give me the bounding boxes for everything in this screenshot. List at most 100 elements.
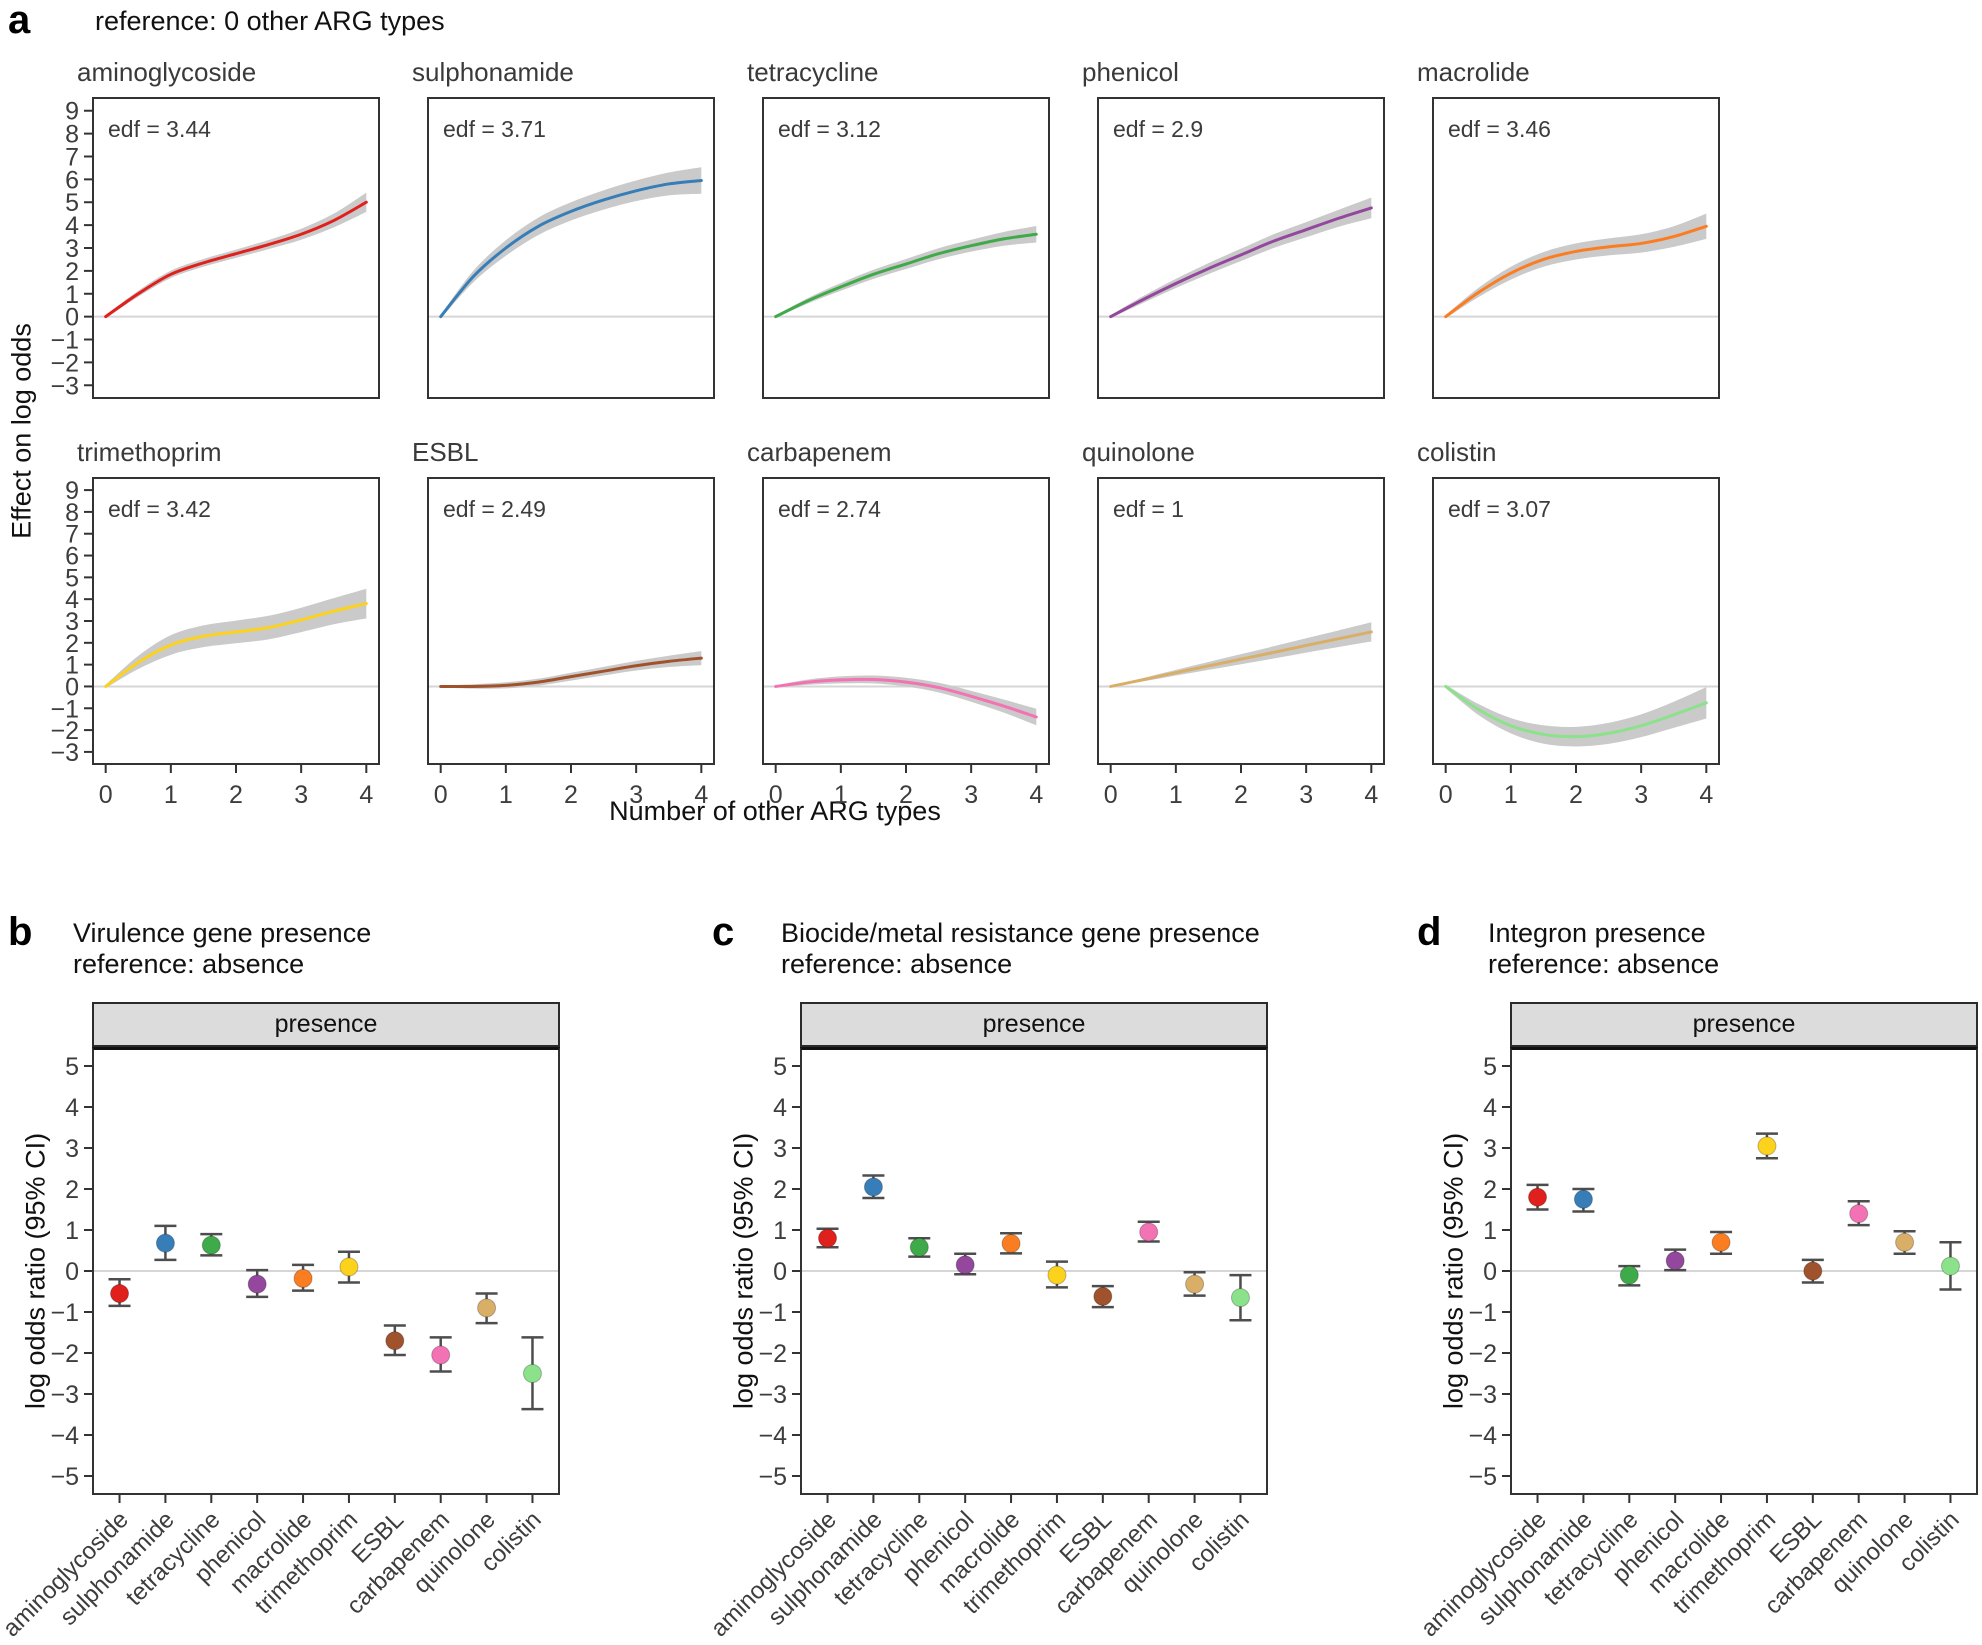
facet-box-colistin — [1432, 477, 1720, 765]
y-tick-label: 5 — [65, 1053, 79, 1081]
x-tick-label: 1 — [1504, 781, 1518, 809]
y-tick-label: −3 — [1468, 1381, 1497, 1409]
y-tick-label: 2 — [65, 630, 79, 658]
panel-d-y-axis-title: log odds ratio (95% CI) — [1438, 1132, 1469, 1410]
y-tick-label: −3 — [50, 739, 79, 767]
x-tick-label: 0 — [1439, 781, 1453, 809]
y-tick-label: 3 — [65, 235, 79, 263]
x-tick-label: 4 — [1029, 781, 1043, 809]
facet-box-quinolone — [1097, 477, 1385, 765]
x-tick-label: 3 — [1299, 781, 1313, 809]
category-label-c-quinolone: quinolone — [1116, 1506, 1209, 1599]
category-label-c-tetracycline: tetracycline — [829, 1506, 934, 1611]
category-label-b-aminoglycoside: aminoglycoside — [0, 1506, 134, 1642]
panel-c-strip: presence — [800, 1002, 1268, 1047]
facet-title-colistin: colistin — [1417, 437, 1496, 467]
y-tick-label: 2 — [65, 1176, 79, 1204]
y-tick-label: −3 — [50, 372, 79, 400]
y-tick-label: 1 — [773, 1217, 787, 1245]
panel-b-plot-box — [92, 1047, 560, 1495]
category-label-d-quinolone: quinolone — [1826, 1506, 1919, 1599]
y-tick-label: 2 — [1483, 1176, 1497, 1204]
y-tick-label: 1 — [1483, 1217, 1497, 1245]
y-tick-label: −2 — [50, 717, 79, 745]
x-tick-label: 1 — [1169, 781, 1183, 809]
facet-title-trimethoprim: trimethoprim — [77, 437, 221, 467]
x-tick-label: 2 — [564, 781, 578, 809]
panel-c-strip-label: presence — [982, 1010, 1086, 1038]
y-tick-label: 4 — [1483, 1094, 1497, 1122]
facet-title-aminoglycoside: aminoglycoside — [77, 57, 256, 87]
y-tick-label: 2 — [773, 1176, 787, 1204]
y-tick-label: 5 — [65, 564, 79, 592]
x-tick-label: 3 — [1634, 781, 1648, 809]
category-label-c-macrolide: macrolide — [933, 1506, 1026, 1599]
y-tick-label: −1 — [50, 327, 79, 355]
x-tick-label: 2 — [229, 781, 243, 809]
category-label-b-trimethoprim: trimethoprim — [250, 1506, 363, 1619]
category-label-b-macrolide: macrolide — [225, 1506, 318, 1599]
panel-c-letter: c — [712, 910, 735, 954]
y-tick-label: 2 — [65, 258, 79, 286]
x-tick-label: 4 — [359, 781, 373, 809]
category-label-c-sulphonamide: sulphonamide — [763, 1506, 888, 1631]
panel-c-y-axis-title: log odds ratio (95% CI) — [728, 1132, 759, 1410]
y-tick-label: 5 — [65, 189, 79, 217]
y-tick-label: 4 — [773, 1094, 787, 1122]
facet-title-quinolone: quinolone — [1082, 437, 1195, 467]
panel-b-strip: presence — [92, 1002, 560, 1047]
panel-d-strip-label: presence — [1692, 1010, 1796, 1038]
panel-d-strip: presence — [1510, 1002, 1978, 1047]
panel-c-title-line2: reference: absence — [781, 949, 1013, 979]
category-label-b-carbapenem: carbapenem — [342, 1506, 455, 1619]
y-tick-label: 3 — [773, 1135, 787, 1163]
y-tick-label: 1 — [65, 281, 79, 309]
category-label-c-trimethoprim: trimethoprim — [958, 1506, 1071, 1619]
facet-box-phenicol — [1097, 97, 1385, 399]
y-tick-label: 5 — [1483, 1053, 1497, 1081]
facet-box-macrolide — [1432, 97, 1720, 399]
category-label-d-macrolide: macrolide — [1643, 1506, 1736, 1599]
facet-box-trimethoprim — [92, 477, 380, 765]
panel-d-plot-box — [1510, 1047, 1978, 1495]
category-label-d-carbapenem: carbapenem — [1760, 1506, 1873, 1619]
y-tick-label: −2 — [50, 349, 79, 377]
panel-c-title: Biocide/metal resistance gene presence r… — [781, 918, 1260, 980]
y-tick-label: −1 — [50, 1299, 79, 1327]
x-tick-label: 3 — [294, 781, 308, 809]
y-tick-label: −5 — [1468, 1463, 1497, 1491]
y-tick-label: 7 — [65, 521, 79, 549]
y-tick-label: −2 — [1468, 1340, 1497, 1368]
y-tick-label: −1 — [1468, 1299, 1497, 1327]
x-tick-label: 3 — [964, 781, 978, 809]
category-label-d-aminoglycoside: aminoglycoside — [1416, 1506, 1552, 1642]
y-tick-label: −4 — [50, 1422, 79, 1450]
y-tick-label: −2 — [758, 1340, 787, 1368]
y-tick-label: 9 — [65, 477, 79, 505]
panel-b-y-axis-title: log odds ratio (95% CI) — [20, 1132, 51, 1410]
panel-c-title-line1: Biocide/metal resistance gene presence — [781, 918, 1260, 948]
facet-box-carbapenem — [762, 477, 1050, 765]
y-tick-label: 3 — [65, 608, 79, 636]
y-tick-label: 8 — [65, 499, 79, 527]
facet-title-macrolide: macrolide — [1417, 57, 1530, 87]
y-tick-label: 9 — [65, 98, 79, 126]
category-label-c-colistin: colistin — [1184, 1506, 1255, 1577]
panel-b-title: Virulence gene presence reference: absen… — [73, 918, 371, 980]
panel-b-title-line1: Virulence gene presence — [73, 918, 372, 948]
category-label-b-tetracycline: tetracycline — [121, 1506, 226, 1611]
panel-c-plot-box — [800, 1047, 1268, 1495]
category-label-b-ESBL: ESBL — [347, 1506, 409, 1568]
y-tick-label: 6 — [65, 166, 79, 194]
y-tick-label: 3 — [65, 1135, 79, 1163]
category-label-b-phenicol: phenicol — [189, 1506, 271, 1588]
y-tick-label: 8 — [65, 121, 79, 149]
y-tick-label: 4 — [65, 1094, 79, 1122]
category-label-c-aminoglycoside: aminoglycoside — [706, 1506, 842, 1642]
facet-box-tetracycline — [762, 97, 1050, 399]
facet-box-ESBL — [427, 477, 715, 765]
x-tick-label: 0 — [99, 781, 113, 809]
y-tick-label: 7 — [65, 143, 79, 171]
y-tick-label: −3 — [50, 1381, 79, 1409]
